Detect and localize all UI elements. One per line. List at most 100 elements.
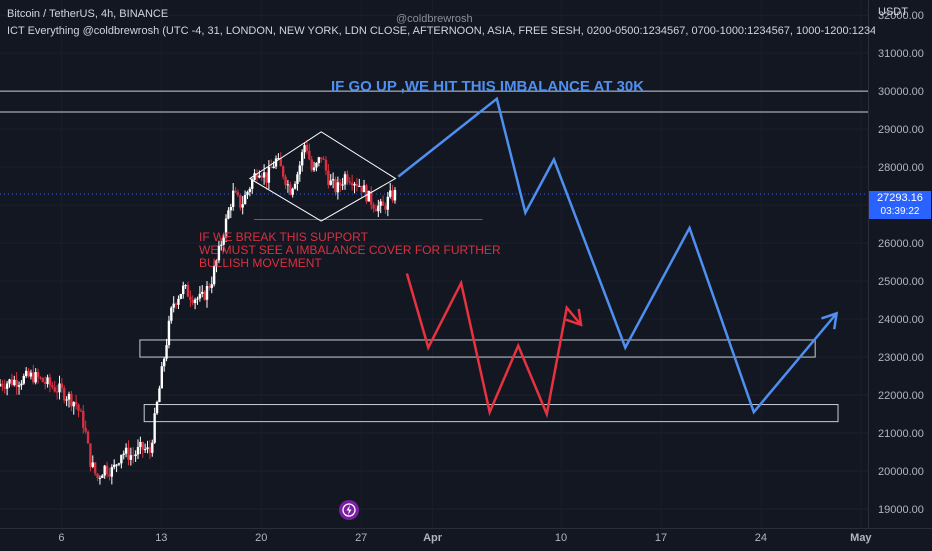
candle-up (20, 383, 23, 386)
candle-down (60, 383, 64, 389)
price-axis[interactable] (868, 0, 932, 550)
candle-up (162, 358, 166, 367)
candle-up (222, 237, 225, 245)
time-axis[interactable] (0, 528, 932, 551)
downside-annotation-line1: IF WE BREAK THIS SUPPORT (199, 230, 368, 244)
candle-up (215, 260, 218, 267)
candle-up (229, 207, 233, 211)
upside-annotation: IF GO UP ,WE HIT THIS IMBALANCE AT 30K (331, 78, 645, 95)
candle-up (134, 454, 137, 457)
candle-up (160, 366, 163, 389)
lower-imbalance (143, 404, 839, 423)
currency-label[interactable]: USDT (878, 6, 908, 18)
candle-up (317, 157, 321, 164)
candle-down (141, 442, 144, 450)
candle-down (281, 166, 285, 177)
candle-down (279, 158, 282, 167)
bearish-projection-arrowhead (565, 308, 583, 327)
candle-down (384, 205, 387, 210)
indicator-legend[interactable]: ICT Everything @coldbrewrosh (UTC -4, 31… (7, 25, 875, 37)
lightning-icon[interactable] (339, 500, 359, 520)
candle-up (377, 205, 380, 212)
candle-up (5, 383, 9, 389)
current-price-badge: 27293.16 03:39:22 (869, 191, 931, 219)
candle-up (155, 401, 159, 414)
candle-down (391, 190, 394, 201)
candle-up (115, 464, 118, 466)
candle-down (189, 296, 192, 300)
bullish-projection (397, 96, 838, 415)
candle-up (158, 388, 161, 402)
candle-down (365, 185, 368, 202)
candle-down (239, 195, 242, 208)
candle-up (196, 298, 199, 300)
candle-down (339, 182, 342, 186)
candle-down (348, 181, 351, 183)
candle-up (198, 293, 202, 299)
candle-up (65, 399, 68, 401)
symbol-title: Bitcoin / TetherUS, 4h, BINANCE (7, 8, 169, 20)
candle-up (367, 190, 371, 202)
candle-down (322, 158, 325, 160)
candle-up (389, 190, 392, 197)
candle-up (170, 307, 173, 321)
candle-down (15, 379, 18, 387)
candle-up (296, 174, 299, 184)
candle-down (381, 201, 385, 206)
candle-down (48, 377, 52, 386)
candle-down (79, 410, 83, 412)
candle-up (253, 173, 256, 180)
candle-up (291, 188, 294, 195)
candle-down (55, 391, 59, 393)
candle-up (193, 299, 197, 304)
candle-up (331, 179, 335, 181)
candle-down (86, 431, 90, 444)
triangle-pattern (248, 131, 397, 222)
candle-down (148, 447, 152, 453)
candle-up (177, 298, 180, 305)
candle-down (41, 377, 45, 383)
candle-up (210, 284, 213, 288)
candle-down (77, 404, 80, 411)
candle-up (272, 166, 275, 169)
candle-down (70, 393, 73, 407)
candle-down (270, 167, 273, 169)
candle-down (10, 379, 14, 386)
candle-up (167, 320, 171, 346)
candle-down (308, 150, 311, 160)
downside-annotation: IF WE BREAK THIS SUPPORT WE MUST SEE A I… (199, 231, 501, 270)
candle-up (243, 195, 247, 205)
candle-up (124, 447, 128, 454)
candle-up (101, 475, 104, 478)
candle-up (46, 377, 49, 384)
candle-up (227, 210, 230, 219)
candle-up (110, 467, 114, 477)
candle-down (82, 410, 85, 428)
candle-down (320, 157, 323, 159)
candle-up (274, 158, 278, 167)
candle-down (310, 159, 313, 171)
candle-up (184, 285, 187, 287)
candle-up (267, 167, 271, 183)
candle-up (98, 477, 102, 479)
candle-down (132, 455, 135, 457)
candle-down (327, 170, 330, 185)
candle-up (146, 447, 149, 450)
candle-down (53, 387, 56, 392)
candle-up (151, 442, 154, 453)
candle-up (300, 152, 304, 166)
candle-up (117, 463, 121, 465)
candle-down (334, 179, 337, 193)
candle-down (1, 383, 4, 387)
candle-up (379, 201, 382, 206)
candle-down (346, 174, 349, 182)
candle-up (91, 462, 94, 467)
projections (397, 96, 839, 419)
candle-down (236, 192, 240, 196)
candle-down (260, 175, 263, 178)
author-watermark: @coldbrewrosh (396, 13, 473, 25)
candle-down (372, 204, 375, 209)
candle-up (172, 303, 175, 308)
candle-up (179, 294, 183, 299)
